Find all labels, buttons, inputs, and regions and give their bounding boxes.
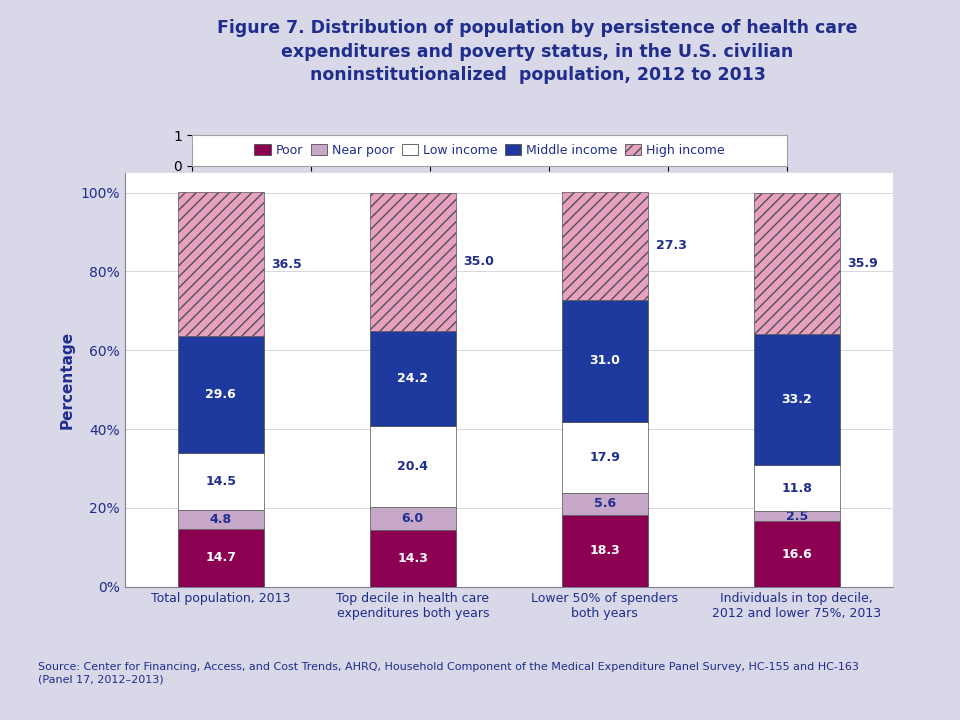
Text: 2.5: 2.5 [785,510,808,523]
Text: 4.8: 4.8 [209,513,232,526]
Bar [178,336,264,453]
Text: Figure 7. Distribution of population by persistence of health care
expenditures : Figure 7. Distribution of population by … [217,19,858,84]
Bar [370,426,456,507]
Text: Source: Center for Financing, Access, and Cost Trends, AHRQ, Household Component: Source: Center for Financing, Access, an… [38,662,859,684]
Text: 24.2: 24.2 [397,372,428,385]
Bar [178,453,264,510]
Bar [178,192,264,336]
Text: 35.9: 35.9 [848,257,878,270]
Text: 35.0: 35.0 [464,256,494,269]
Bar [754,192,840,334]
Y-axis label: Percentage: Percentage [60,330,75,429]
Bar [754,511,840,521]
Bar [562,300,648,422]
Text: 29.6: 29.6 [205,388,236,401]
Text: 36.5: 36.5 [272,258,302,271]
Bar [178,510,264,528]
Legend: Poor, Near poor, Low income, Middle income, High income: Poor, Near poor, Low income, Middle inco… [250,139,730,162]
Text: 11.8: 11.8 [781,482,812,495]
Text: 14.3: 14.3 [397,552,428,565]
Bar [370,507,456,531]
Text: 17.9: 17.9 [589,451,620,464]
Bar [562,515,648,587]
Text: 27.3: 27.3 [656,240,686,253]
Bar [562,492,648,515]
Text: 14.7: 14.7 [205,552,236,564]
Text: 5.6: 5.6 [593,497,616,510]
Text: 6.0: 6.0 [401,512,424,525]
Text: 14.5: 14.5 [205,474,236,488]
Bar [178,528,264,587]
Bar [754,521,840,587]
Bar [562,192,648,300]
Bar [370,531,456,587]
Bar [370,193,456,331]
Bar [370,331,456,426]
Bar [754,334,840,465]
Text: 16.6: 16.6 [781,548,812,561]
Text: 31.0: 31.0 [589,354,620,367]
Text: 20.4: 20.4 [397,460,428,473]
Bar [562,422,648,492]
Bar [754,465,840,511]
Text: 33.2: 33.2 [781,393,812,406]
Text: 18.3: 18.3 [589,544,620,557]
